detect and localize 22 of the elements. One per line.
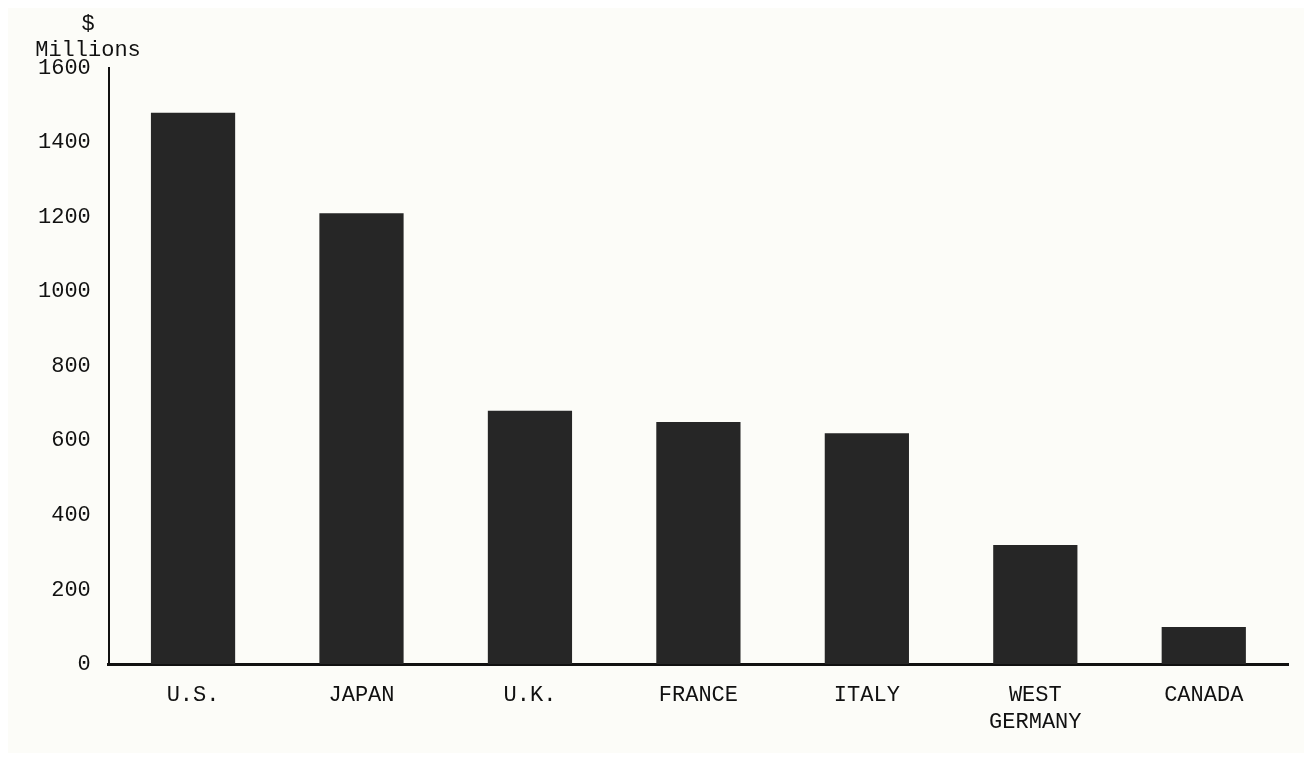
bar	[150, 112, 236, 665]
x-tick-label: U.K.	[503, 683, 557, 709]
y-tick-label: 1200	[38, 204, 91, 230]
bar	[487, 410, 573, 665]
bar	[319, 213, 404, 665]
bar	[1161, 626, 1246, 665]
x-tick-label: CANADA	[1164, 683, 1245, 709]
y-tick-label: 200	[51, 577, 91, 603]
y-tick-label: 600	[51, 428, 91, 454]
x-tick-label: WEST GERMANY	[989, 683, 1082, 735]
y-tick-label: 800	[51, 353, 91, 379]
bar	[656, 421, 741, 665]
y-tick-label: 0	[77, 652, 91, 678]
bar	[993, 544, 1078, 665]
x-tick-label: FRANCE	[658, 683, 739, 709]
x-tick-label: ITALY	[833, 683, 900, 709]
y-tick-label: 1000	[38, 279, 91, 305]
y-tick-label: 1400	[38, 130, 91, 156]
x-tick-label: U.S.	[166, 683, 220, 709]
y-tick-label: 400	[51, 502, 91, 528]
bar	[824, 433, 909, 665]
x-tick-label: JAPAN	[328, 683, 395, 709]
